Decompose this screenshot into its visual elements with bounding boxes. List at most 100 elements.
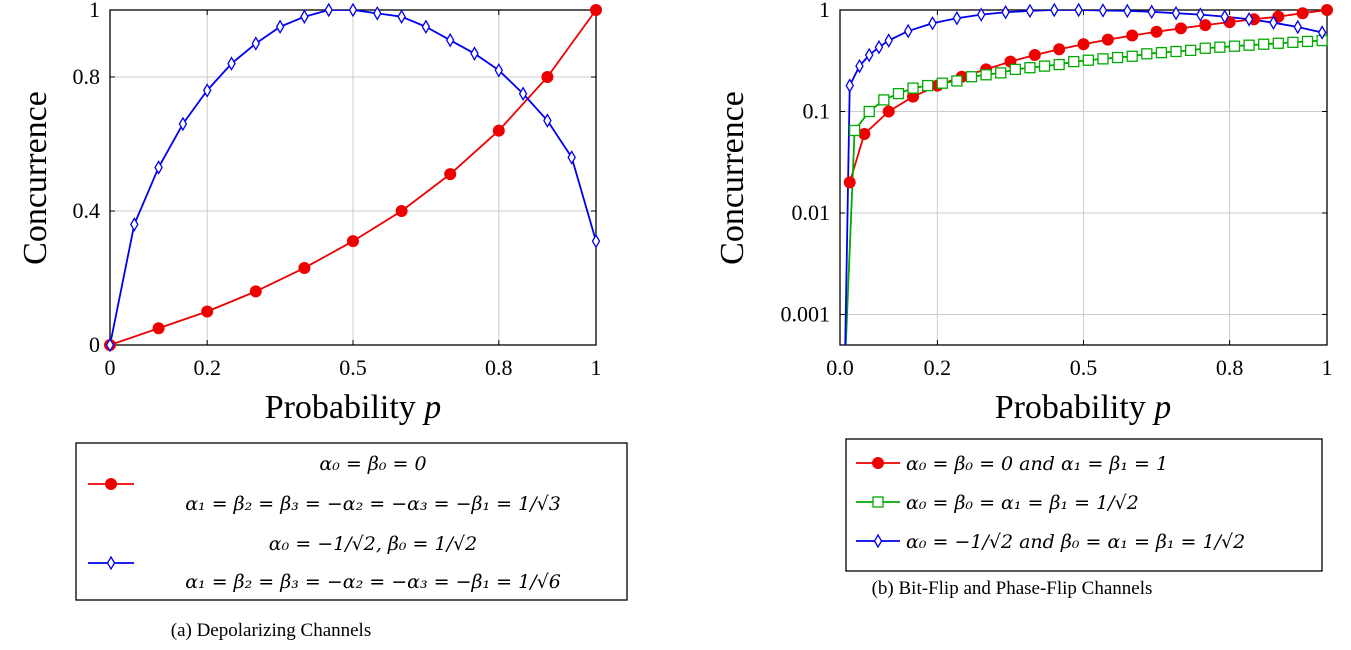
data-point-b-1 (1258, 38, 1270, 50)
data-point-a-1 (251, 36, 261, 51)
data-point-b-1 (1184, 44, 1197, 57)
data-point-b-1 (1199, 42, 1211, 54)
data-point-a-1 (348, 2, 358, 18)
x-axis-title-b-var: p (1152, 389, 1171, 426)
data-point-b-2 (1123, 3, 1132, 19)
data-point-b-1 (1272, 37, 1284, 49)
data-point-b-1 (1126, 50, 1138, 62)
data-point-b-2 (1196, 7, 1205, 22)
data-point-b-1 (1287, 36, 1299, 48)
y-axis-title-b: Concurrence (714, 91, 751, 265)
data-point-a-1 (543, 113, 552, 128)
data-point-b-0 (843, 176, 856, 189)
data-point-b-2 (1317, 25, 1327, 40)
data-point-b-0 (1321, 4, 1333, 16)
data-point-b-0 (1150, 25, 1163, 38)
x-tick-label-a: 0 (105, 355, 116, 380)
legend-a: α₀ = β₀ = 0 α₁ = β₂ = β₃ = −α₂ = −α₃ = −… (75, 442, 628, 601)
data-point-b-1 (1141, 48, 1153, 60)
legend-b-green-label: α₀ = β₀ = α₁ = β₁ = 1/√2 (906, 492, 1139, 514)
data-point-b-1 (995, 67, 1007, 79)
x-tick-label-a: 0.5 (339, 355, 367, 380)
data-point-b-1 (1214, 41, 1226, 53)
y-tick-label-a: 0 (89, 332, 100, 357)
data-point-b-2 (976, 7, 986, 22)
data-point-b-1 (1111, 51, 1124, 64)
data-point-b-2 (1293, 19, 1303, 35)
data-point-a-0 (395, 205, 408, 217)
marks-a (104, 2, 602, 353)
legend-b-entry-blue: α₀ = −1/√2 and β₀ = α₁ = β₁ = 1/√2 (856, 531, 1245, 553)
x-axis-title-a-word: Probability (265, 389, 416, 426)
data-point-a-0 (152, 322, 165, 335)
data-point-a-1 (591, 233, 601, 249)
data-point-b-1 (863, 105, 875, 118)
x-tick-label-a: 0.2 (193, 355, 221, 380)
data-point-b-2 (952, 10, 962, 26)
x-tick-label-a: 0.8 (485, 355, 513, 380)
data-point-b-1 (965, 71, 978, 83)
x-tick-label-b: 0.5 (1070, 355, 1098, 380)
data-point-b-2 (884, 33, 893, 48)
data-point-a-0 (347, 235, 359, 248)
legend-b: α₀ = β₀ = 0 and α₁ = β₁ = 1 α₀ = β₀ = α₁… (845, 438, 1323, 572)
data-point-b-1 (1024, 62, 1036, 74)
legend-b-marker-green (872, 496, 884, 508)
data-point-a-1 (445, 32, 455, 48)
legend-a-frame (75, 442, 628, 601)
data-point-b-1 (848, 124, 861, 137)
data-point-b-2 (845, 78, 854, 93)
data-point-b-0 (1101, 33, 1114, 46)
data-point-b-2 (903, 23, 913, 39)
data-point-b-2 (1098, 3, 1108, 18)
data-point-b-0 (1077, 38, 1090, 51)
data-point-b-1 (1053, 58, 1065, 71)
x-axis-title-b: Probability p (995, 389, 1172, 426)
data-point-b-2 (1147, 4, 1156, 20)
data-point-b-2 (1050, 2, 1059, 18)
data-point-a-1 (178, 116, 188, 132)
legend-b-entry-green: α₀ = β₀ = α₁ = β₁ = 1/√2 (856, 492, 1139, 514)
grid-a (109, 9, 597, 346)
legend-a-blue-line1: α₀ = −1/√2, β₀ = 1/√2 (269, 533, 477, 555)
series-line-a-1 (110, 10, 596, 345)
legend-b-frame (845, 438, 1323, 572)
caption-a: (a) Depolarizing Channels (171, 620, 371, 641)
data-point-a-0 (541, 71, 554, 83)
data-point-b-1 (1170, 45, 1182, 58)
data-point-b-2 (864, 47, 874, 63)
data-point-b-1 (936, 77, 948, 89)
y-tick-label-b: 0.01 (792, 200, 831, 225)
data-point-a-1 (105, 337, 115, 353)
data-point-b-2 (1220, 9, 1229, 24)
marks-b (843, 2, 1333, 189)
y-tick-label-a: 0.4 (73, 198, 101, 223)
y-tick-label-a: 0.8 (73, 64, 101, 89)
data-point-b-1 (892, 87, 905, 100)
data-point-a-1 (130, 217, 139, 232)
y-axis-title-a: Concurrence (17, 91, 54, 265)
data-point-b-0 (1296, 7, 1309, 20)
data-point-b-1 (1243, 39, 1255, 51)
data-point-a-0 (444, 168, 457, 181)
x-tick-label-a: 1 (591, 355, 602, 380)
legend-a-entry-blue: α₀ = −1/√2, β₀ = 1/√2 α₁ = β₂ = β₃ = −α₂… (88, 533, 561, 593)
series-line-b-0 (848, 10, 1327, 183)
data-point-b-1 (1038, 60, 1051, 72)
data-point-b-2 (1269, 15, 1278, 30)
data-point-a-1 (373, 6, 382, 21)
data-point-a-1 (518, 86, 528, 102)
legend-a-red-line2: α₁ = β₂ = β₃ = −α₂ = −α₃ = −β₁ = 1/√3 (185, 493, 561, 515)
x-tick-label-b: 0.8 (1216, 355, 1244, 380)
x-tick-label-b: 0.2 (924, 355, 952, 380)
data-point-a-1 (470, 46, 479, 61)
data-point-b-0 (1199, 19, 1212, 32)
data-point-b-0 (1053, 43, 1066, 56)
data-point-b-1 (1301, 35, 1314, 48)
data-point-b-2 (1074, 2, 1083, 18)
data-point-a-0 (590, 4, 602, 16)
data-point-b-2 (1171, 5, 1181, 21)
data-point-a-0 (249, 285, 262, 298)
data-point-b-2 (1244, 11, 1254, 27)
chart-depolarizing: 0 0.2 0.5 0.8 1 0 0.4 0.8 1 Concurrence Probabil… (17, 0, 628, 641)
